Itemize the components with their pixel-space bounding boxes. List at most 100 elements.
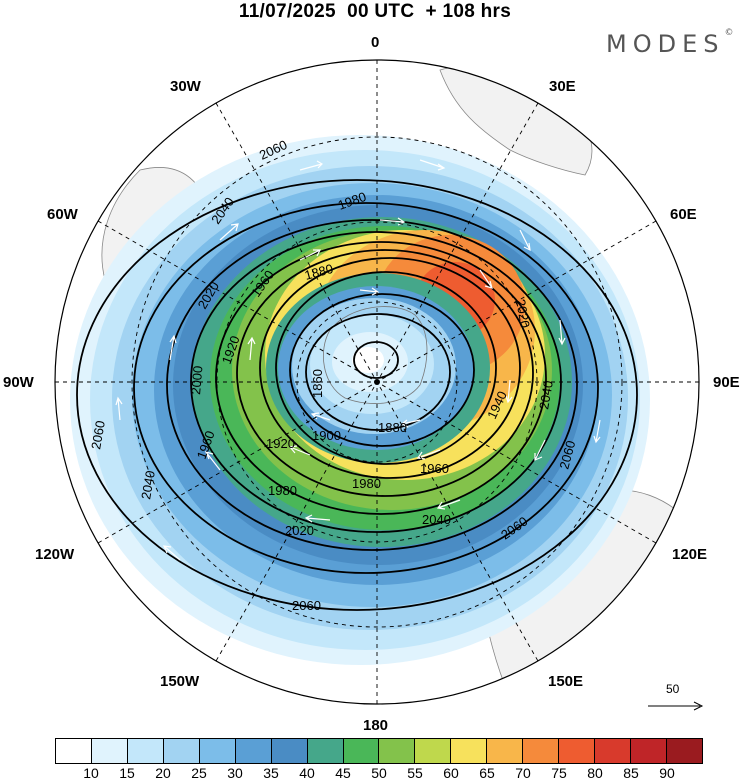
- modes-logo: MODES©: [606, 28, 734, 58]
- colorbar-tick-label: 30: [227, 765, 243, 781]
- map-disc: 2060 2060 2060 2060 2060 2040 2040 2040 …: [55, 60, 699, 704]
- land-antarctica: [323, 306, 428, 404]
- colorbar-tick-label: 40: [299, 765, 315, 781]
- contour-1900: [289, 293, 475, 447]
- colorbar-tick-label: 65: [479, 765, 495, 781]
- wind-arrow: [304, 514, 331, 523]
- colorbar-tick-label: 20: [155, 765, 171, 781]
- colorbar-cell: [343, 739, 380, 763]
- contour-label: 2020: [513, 298, 533, 329]
- reference-vector-label: 50: [666, 682, 680, 696]
- contour-1980: [215, 241, 547, 515]
- copyright-mark: ©: [724, 28, 734, 38]
- colorbar-tick-label: 70: [515, 765, 531, 781]
- contour-1920: [275, 271, 497, 465]
- wind-arrow: [419, 159, 446, 171]
- contour-label: 1880: [378, 420, 407, 435]
- contour-label: 1960: [420, 461, 449, 476]
- colorbar-tick-label: 75: [551, 765, 567, 781]
- contour-2020: [166, 219, 578, 551]
- colorbar-tick-label: 25: [191, 765, 207, 781]
- colorbar-tick-label: 15: [119, 765, 135, 781]
- colorbar-tick-label: 90: [659, 765, 675, 781]
- core-ring-6: [352, 347, 384, 373]
- colorbar-tick-label: 35: [263, 765, 279, 781]
- contour-label: 1900: [312, 428, 341, 443]
- lon-label-90w: 90W: [3, 374, 34, 391]
- lon-label-60w: 60W: [47, 206, 78, 223]
- colorbar-cell: [271, 739, 308, 763]
- wind-arrow: [115, 396, 123, 421]
- colorbar-cell: [415, 739, 452, 763]
- contour-1960: [236, 249, 534, 497]
- contour-label: 2060: [292, 598, 321, 613]
- wind-arrow: [519, 229, 531, 252]
- wind-arrows: [115, 130, 601, 561]
- contour-label: 2020: [285, 523, 314, 538]
- wind-arrow: [400, 419, 421, 428]
- wind-arrow: [534, 439, 546, 461]
- wind-arrow: [247, 336, 256, 361]
- wind-arrow: [249, 130, 274, 141]
- contour-label: 2040: [536, 379, 556, 410]
- lon-label-150e: 150E: [548, 673, 584, 690]
- contour-2040: [133, 202, 599, 574]
- colorbar-cell: [559, 739, 596, 763]
- colorbar-tick-label: 55: [407, 765, 423, 781]
- colorbar-cell: [523, 739, 560, 763]
- latitude-circle: [131, 136, 623, 628]
- contour-label: 2040: [138, 469, 158, 500]
- wind-arrow: [505, 379, 513, 404]
- contour-1880: [305, 313, 451, 431]
- map-boundary: [54, 59, 700, 705]
- colorbar-cell: [56, 739, 92, 763]
- colorbar-tick-label: 50: [371, 765, 387, 781]
- colorbar-tick-label: 80: [587, 765, 603, 781]
- wind-arrow: [299, 160, 323, 171]
- colorbar-cell: [235, 739, 272, 763]
- lon-label-30w: 30W: [170, 78, 201, 95]
- wind-arrow: [416, 449, 441, 460]
- wind-arrow: [299, 249, 321, 261]
- contour-label: 2060: [556, 439, 578, 471]
- colorbar-cell: [487, 739, 524, 763]
- wind-arrow: [479, 269, 493, 289]
- lon-label-60e: 60E: [670, 206, 697, 223]
- colorbar-cell: [451, 739, 488, 763]
- wind-arrow: [169, 334, 177, 361]
- colorbar-tick-label: 10: [83, 765, 99, 781]
- colorbar-cell: [379, 739, 416, 763]
- contour-label: 1860: [310, 369, 325, 398]
- lon-label-30e: 30E: [549, 78, 576, 95]
- wind-arrow: [436, 499, 461, 510]
- lon-label-180: 180: [363, 717, 389, 734]
- reference-vector-head: [693, 701, 704, 711]
- lon-label-0: 0: [371, 34, 380, 51]
- contour-label: 2060: [88, 419, 108, 450]
- contour-label: 2000: [188, 365, 205, 395]
- brand-name: MODES: [606, 30, 725, 58]
- wind-arrow: [219, 223, 239, 241]
- lon-label-120e: 120E: [672, 546, 708, 563]
- colorbar-cell: [666, 739, 702, 763]
- colorbar-cell: [127, 739, 164, 763]
- colorbar-cell: [199, 739, 236, 763]
- lon-label-150w: 150W: [160, 673, 200, 690]
- colorbar-cell: [595, 739, 631, 763]
- wind-arrow: [288, 445, 311, 456]
- colorbar-tick-label: 85: [623, 765, 639, 781]
- colorbar-cell: [163, 739, 200, 763]
- colorbar-cell: [631, 739, 667, 763]
- colorbar-cell: [91, 739, 128, 763]
- map-title: 11/07/2025 00 UTC + 108 hrs: [238, 1, 512, 22]
- contour-label: 2040: [422, 512, 451, 527]
- contour-label: 1980: [352, 476, 381, 491]
- colorbar-tick-label: 45: [335, 765, 351, 781]
- wind-speed-shading: [70, 135, 650, 665]
- wind-speed-colorbar: [55, 738, 703, 764]
- wind-arrow: [558, 319, 566, 346]
- contour-1860: [353, 341, 399, 379]
- wind-arrow: [204, 451, 221, 471]
- lon-label-90e: 90E: [713, 374, 740, 391]
- contour-label: 1880: [303, 261, 335, 283]
